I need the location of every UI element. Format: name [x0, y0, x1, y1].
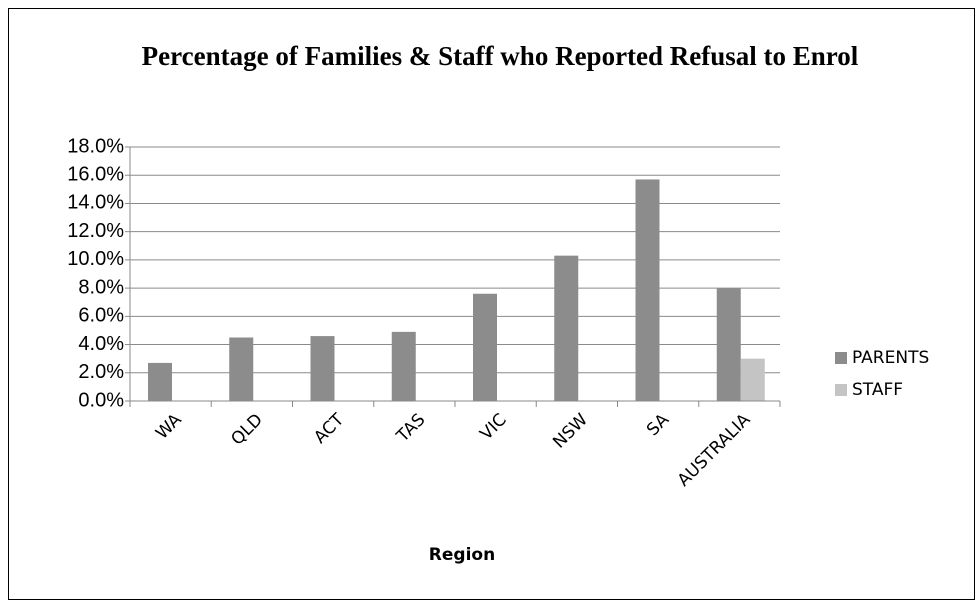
x-axis-label: Region [429, 545, 495, 565]
y-tick-label: 4.0% [78, 333, 124, 355]
bar [716, 288, 741, 401]
legend-swatch [835, 384, 847, 396]
bar [148, 362, 172, 401]
y-tick-label: 6.0% [78, 305, 124, 327]
x-tick-label: WA [152, 410, 186, 444]
x-tick-label: ACT [310, 409, 348, 447]
x-tick-label: SA [643, 410, 673, 440]
y-tick-label: 2.0% [78, 361, 124, 383]
x-tick-label: NSW [549, 410, 592, 453]
y-tick-label: 0.0% [78, 389, 124, 411]
chart-border [8, 8, 975, 600]
bar [310, 336, 335, 401]
bar [473, 293, 497, 401]
legend-label: STAFF [852, 380, 903, 400]
bar [554, 255, 579, 401]
y-tick-label: 16.0% [67, 164, 124, 186]
y-tick-label: 10.0% [67, 248, 124, 270]
y-tick-label: 8.0% [78, 276, 124, 298]
bar [740, 358, 765, 401]
chart-title: Percentage of Families & Staff who Repor… [141, 41, 859, 71]
y-tick-label: 14.0% [67, 192, 124, 214]
x-tick-label: TAS [392, 410, 429, 447]
legend-swatch [835, 352, 847, 364]
bar [229, 337, 254, 401]
y-tick-label: 12.0% [67, 220, 124, 242]
x-tick-label: QLD [227, 410, 267, 450]
bar [391, 331, 416, 401]
x-tick-label: AUSTRALIA [674, 410, 755, 491]
y-tick-label: 18.0% [67, 135, 124, 157]
bar [635, 179, 660, 401]
legend-label: PARENTS [852, 348, 929, 368]
x-tick-label: VIC [476, 410, 510, 444]
